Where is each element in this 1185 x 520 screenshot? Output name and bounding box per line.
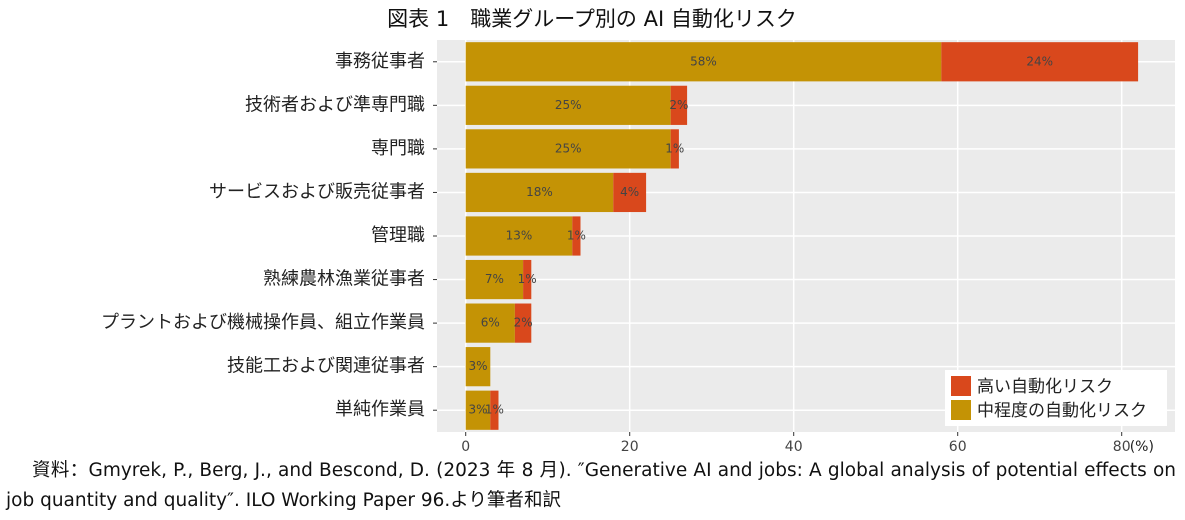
data-label: 1% (518, 272, 537, 286)
chart-title: 図表 1 職業グループ別の AI 自動化リスク (387, 7, 797, 31)
source-note: 資料：Gmyrek, P., Berg, J., and Bescond, D.… (6, 460, 1176, 511)
bar-segment (465, 259, 524, 300)
data-label: 25% (555, 141, 582, 155)
bar-segment (670, 129, 679, 169)
bar-segment (465, 347, 491, 387)
y-tick-label: 熟練農林漁業従事者 (263, 269, 425, 290)
bar-segment (465, 303, 515, 343)
bar-segment (514, 303, 532, 343)
y-tick-label: 技能工および関連従事者 (227, 356, 425, 377)
bar-segment (572, 216, 581, 256)
data-label: 13% (506, 229, 533, 243)
bar-segment (490, 390, 499, 430)
x-tick-label: 80 (1113, 439, 1131, 455)
y-tick-label: 事務従事者 (335, 51, 425, 72)
legend-label: 高い自動化リスク (977, 377, 1113, 397)
bar-segment (465, 390, 491, 430)
bar-segment (465, 42, 942, 82)
data-label: 2% (669, 98, 688, 112)
legend-box (945, 370, 1167, 426)
y-tick-label: 管理職 (371, 225, 425, 246)
x-tick-label: 20 (621, 439, 639, 455)
bar-segment (523, 259, 532, 300)
bar-segment (465, 216, 573, 256)
chart: 図表 1 職業グループ別の AI 自動化リスク 0 20 40 60 80 (%) 事務従事… (101, 7, 1175, 455)
y-tick-label: 専門職 (371, 138, 425, 159)
data-label: 6% (481, 316, 500, 330)
legend-swatch (951, 376, 971, 396)
bar-segment (941, 42, 1139, 82)
data-label: 1% (485, 403, 504, 417)
bar-segment (670, 85, 688, 125)
x-tick-label: 60 (949, 439, 967, 455)
data-label: 1% (665, 141, 684, 155)
y-tick-label: プラントおよび機械操作員、組立作業員 (101, 312, 425, 333)
y-tick-label: 単純作業員 (335, 399, 425, 420)
data-label: 3% (468, 403, 487, 417)
legend-swatch (951, 400, 971, 420)
data-label: 4% (620, 185, 639, 199)
x-tick-label: 0 (461, 439, 470, 455)
legend-label: 中程度の自動化リスク (977, 401, 1147, 421)
bar-segment (465, 129, 671, 169)
bar-segment (465, 85, 671, 125)
bar-segment (613, 172, 647, 213)
data-label: 25% (555, 98, 582, 112)
x-tick-label: 40 (785, 439, 803, 455)
data-label: 1% (567, 229, 586, 243)
data-label: 7% (485, 272, 504, 286)
data-label: 2% (514, 316, 533, 330)
data-label: 24% (1026, 54, 1053, 68)
data-label: 3% (468, 359, 487, 373)
y-tick-label: 技術者および準専門職 (245, 94, 425, 115)
data-label: 58% (690, 54, 717, 68)
bar-segment (465, 172, 614, 213)
y-tick-label: サービスおよび販売従事者 (209, 181, 425, 202)
data-label: 18% (526, 185, 553, 199)
x-axis-unit: (%) (1130, 439, 1154, 455)
